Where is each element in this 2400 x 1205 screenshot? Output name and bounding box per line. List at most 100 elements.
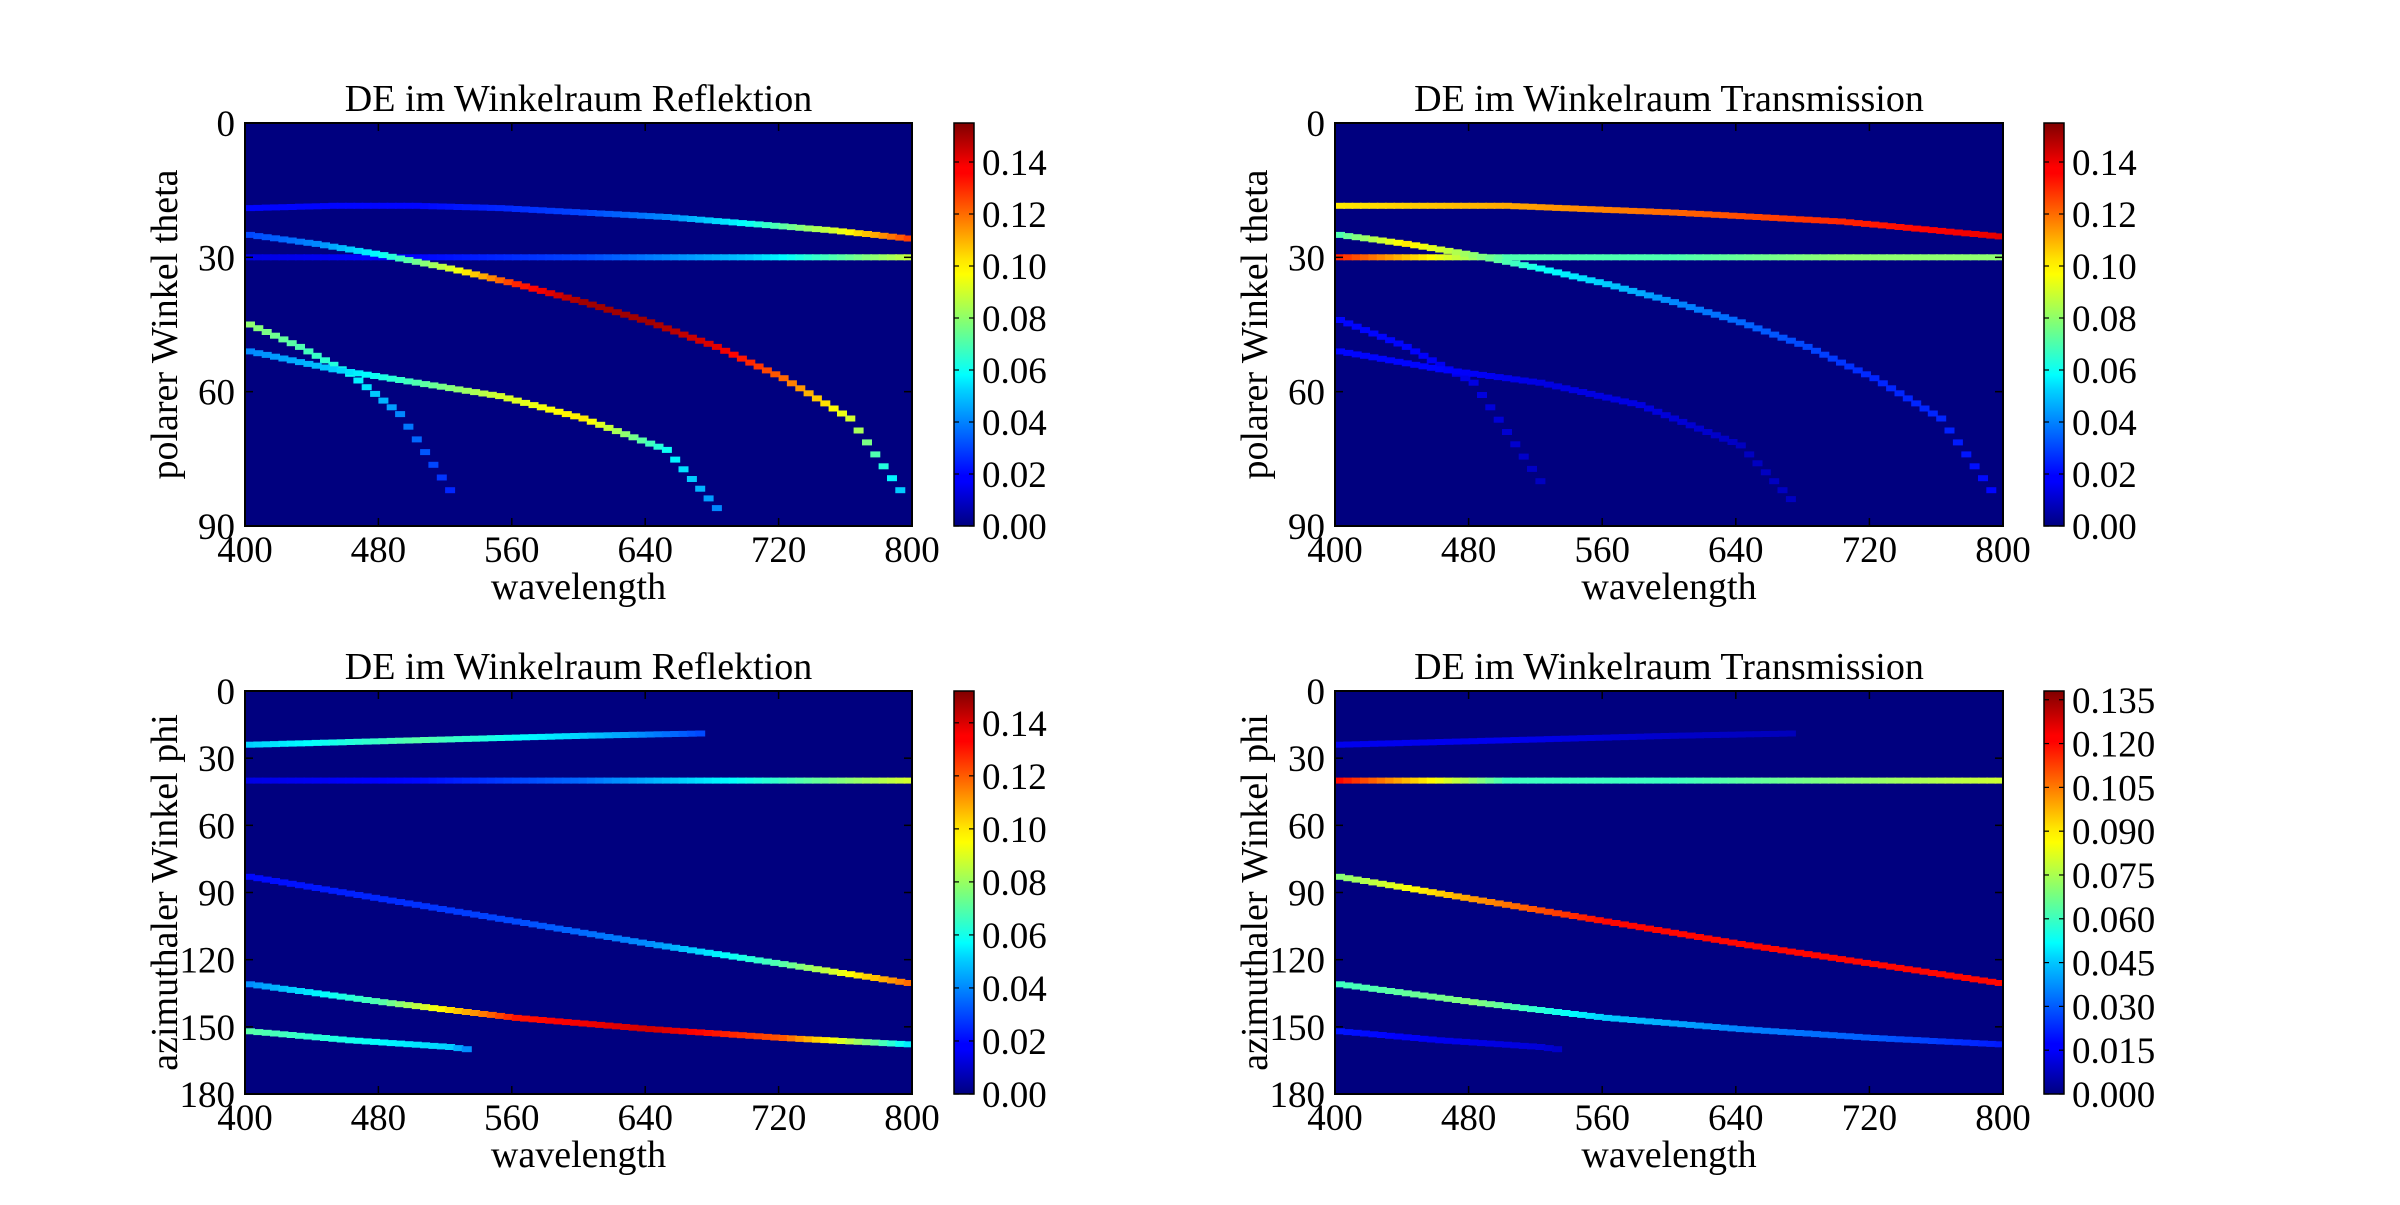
data-cell: [1752, 325, 1763, 332]
data-cell: [653, 777, 664, 784]
data-cell: [1785, 496, 1796, 503]
data-cell: [570, 1019, 581, 1026]
data-cell: [395, 411, 406, 418]
x-tick-label: 480: [351, 530, 407, 571]
data-cell: [586, 210, 597, 216]
data-cell: [870, 1039, 881, 1046]
data-cell: [1468, 999, 1479, 1006]
data-cell: [1894, 777, 1905, 784]
data-cell: [561, 927, 572, 933]
data-cell: [1919, 254, 1930, 261]
data-cell: [1568, 254, 1579, 261]
data-cell: [528, 777, 539, 784]
colorbar-tick-label: 0.00: [982, 507, 1047, 548]
data-cell: [645, 213, 656, 220]
data-cell: [1485, 777, 1496, 784]
data-cell: [1443, 367, 1454, 374]
data-cell: [1543, 204, 1554, 211]
data-cell: [328, 361, 339, 368]
data-cell: [261, 876, 272, 883]
data-cell: [753, 777, 764, 784]
data-cell: [311, 1034, 322, 1041]
data-cell: [1493, 416, 1504, 423]
data-cell: [1744, 1026, 1755, 1033]
data-cell: [1861, 1034, 1871, 1041]
data-cell: [1335, 1028, 1345, 1035]
data-cell: [1460, 375, 1471, 382]
data-cell: [336, 739, 347, 746]
data-cell: [903, 777, 912, 784]
x-axis-label: wavelength: [1581, 1134, 1756, 1176]
data-cell: [1660, 412, 1671, 419]
data-cell: [286, 740, 297, 747]
data-cell: [770, 371, 781, 378]
data-cell: [411, 379, 422, 386]
data-cell: [345, 369, 356, 375]
data-cell: [1577, 777, 1588, 784]
data-cell: [686, 254, 697, 261]
colorbar-tick-label: 0.045: [2072, 944, 2155, 985]
data-cell: [303, 1033, 314, 1040]
data-cell: [1794, 949, 1805, 956]
data-cell: [520, 920, 531, 926]
data-cell: [511, 397, 522, 404]
data-cell: [545, 254, 556, 261]
data-cell: [1593, 206, 1604, 213]
data-cell: [353, 247, 364, 254]
data-cell: [1644, 733, 1654, 740]
data-cell: [1527, 1043, 1537, 1050]
data-cell: [1593, 1013, 1604, 1020]
colorbar-gradient: [953, 122, 975, 527]
data-cell: [486, 1011, 497, 1018]
data-cell: [336, 889, 347, 896]
data-cell: [1710, 777, 1721, 784]
data-cell: [1702, 211, 1713, 218]
data-cell: [1710, 254, 1721, 261]
data-cell: [1343, 202, 1354, 209]
data-cell: [428, 203, 439, 210]
data-cell: [1969, 976, 1980, 983]
data-cell: [1644, 777, 1654, 784]
data-cell: [578, 254, 589, 261]
data-cell: [1685, 777, 1696, 784]
data-cell: [445, 385, 456, 392]
data-cell: [1468, 370, 1479, 377]
data-cell: [295, 777, 305, 784]
data-cell: [1735, 254, 1746, 261]
data-cell: [578, 209, 589, 216]
data-cell: [1560, 911, 1571, 918]
data-cell: [386, 404, 397, 411]
data-cell: [1794, 340, 1805, 347]
data-cell: [1577, 914, 1588, 921]
data-cell: [270, 777, 280, 784]
data-cell: [803, 1036, 814, 1043]
data-cell: [1552, 269, 1563, 276]
data-cell: [1610, 1015, 1621, 1022]
data-cell: [770, 777, 781, 784]
data-cell: [511, 254, 522, 261]
data-cell: [1410, 991, 1421, 998]
data-cell: [862, 439, 872, 446]
data-cell: [1593, 917, 1604, 924]
chart-title: DE im Winkelraum Reflektion: [345, 646, 812, 688]
data-cell: [520, 1015, 531, 1022]
data-cell: [670, 1027, 681, 1034]
data-cell: [895, 777, 906, 784]
data-cell: [1585, 254, 1596, 261]
data-cell: [1360, 878, 1370, 884]
data-cell: [1618, 254, 1629, 261]
data-cell: [1410, 886, 1421, 893]
colorbar-tick-label: 0.02: [982, 455, 1047, 496]
x-tick-label: 560: [484, 1098, 540, 1139]
data-cell: [1368, 354, 1379, 361]
data-cell: [1451, 1038, 1462, 1045]
colorbar-tick-label: 0.06: [982, 351, 1047, 392]
data-cell: [595, 254, 606, 261]
data-cell: [670, 731, 681, 737]
data-cell: [745, 254, 756, 261]
data-cell: [628, 212, 639, 219]
data-cell: [845, 777, 856, 784]
data-cell: [1335, 231, 1345, 238]
data-cell: [1485, 737, 1496, 744]
data-cell: [378, 1039, 389, 1046]
